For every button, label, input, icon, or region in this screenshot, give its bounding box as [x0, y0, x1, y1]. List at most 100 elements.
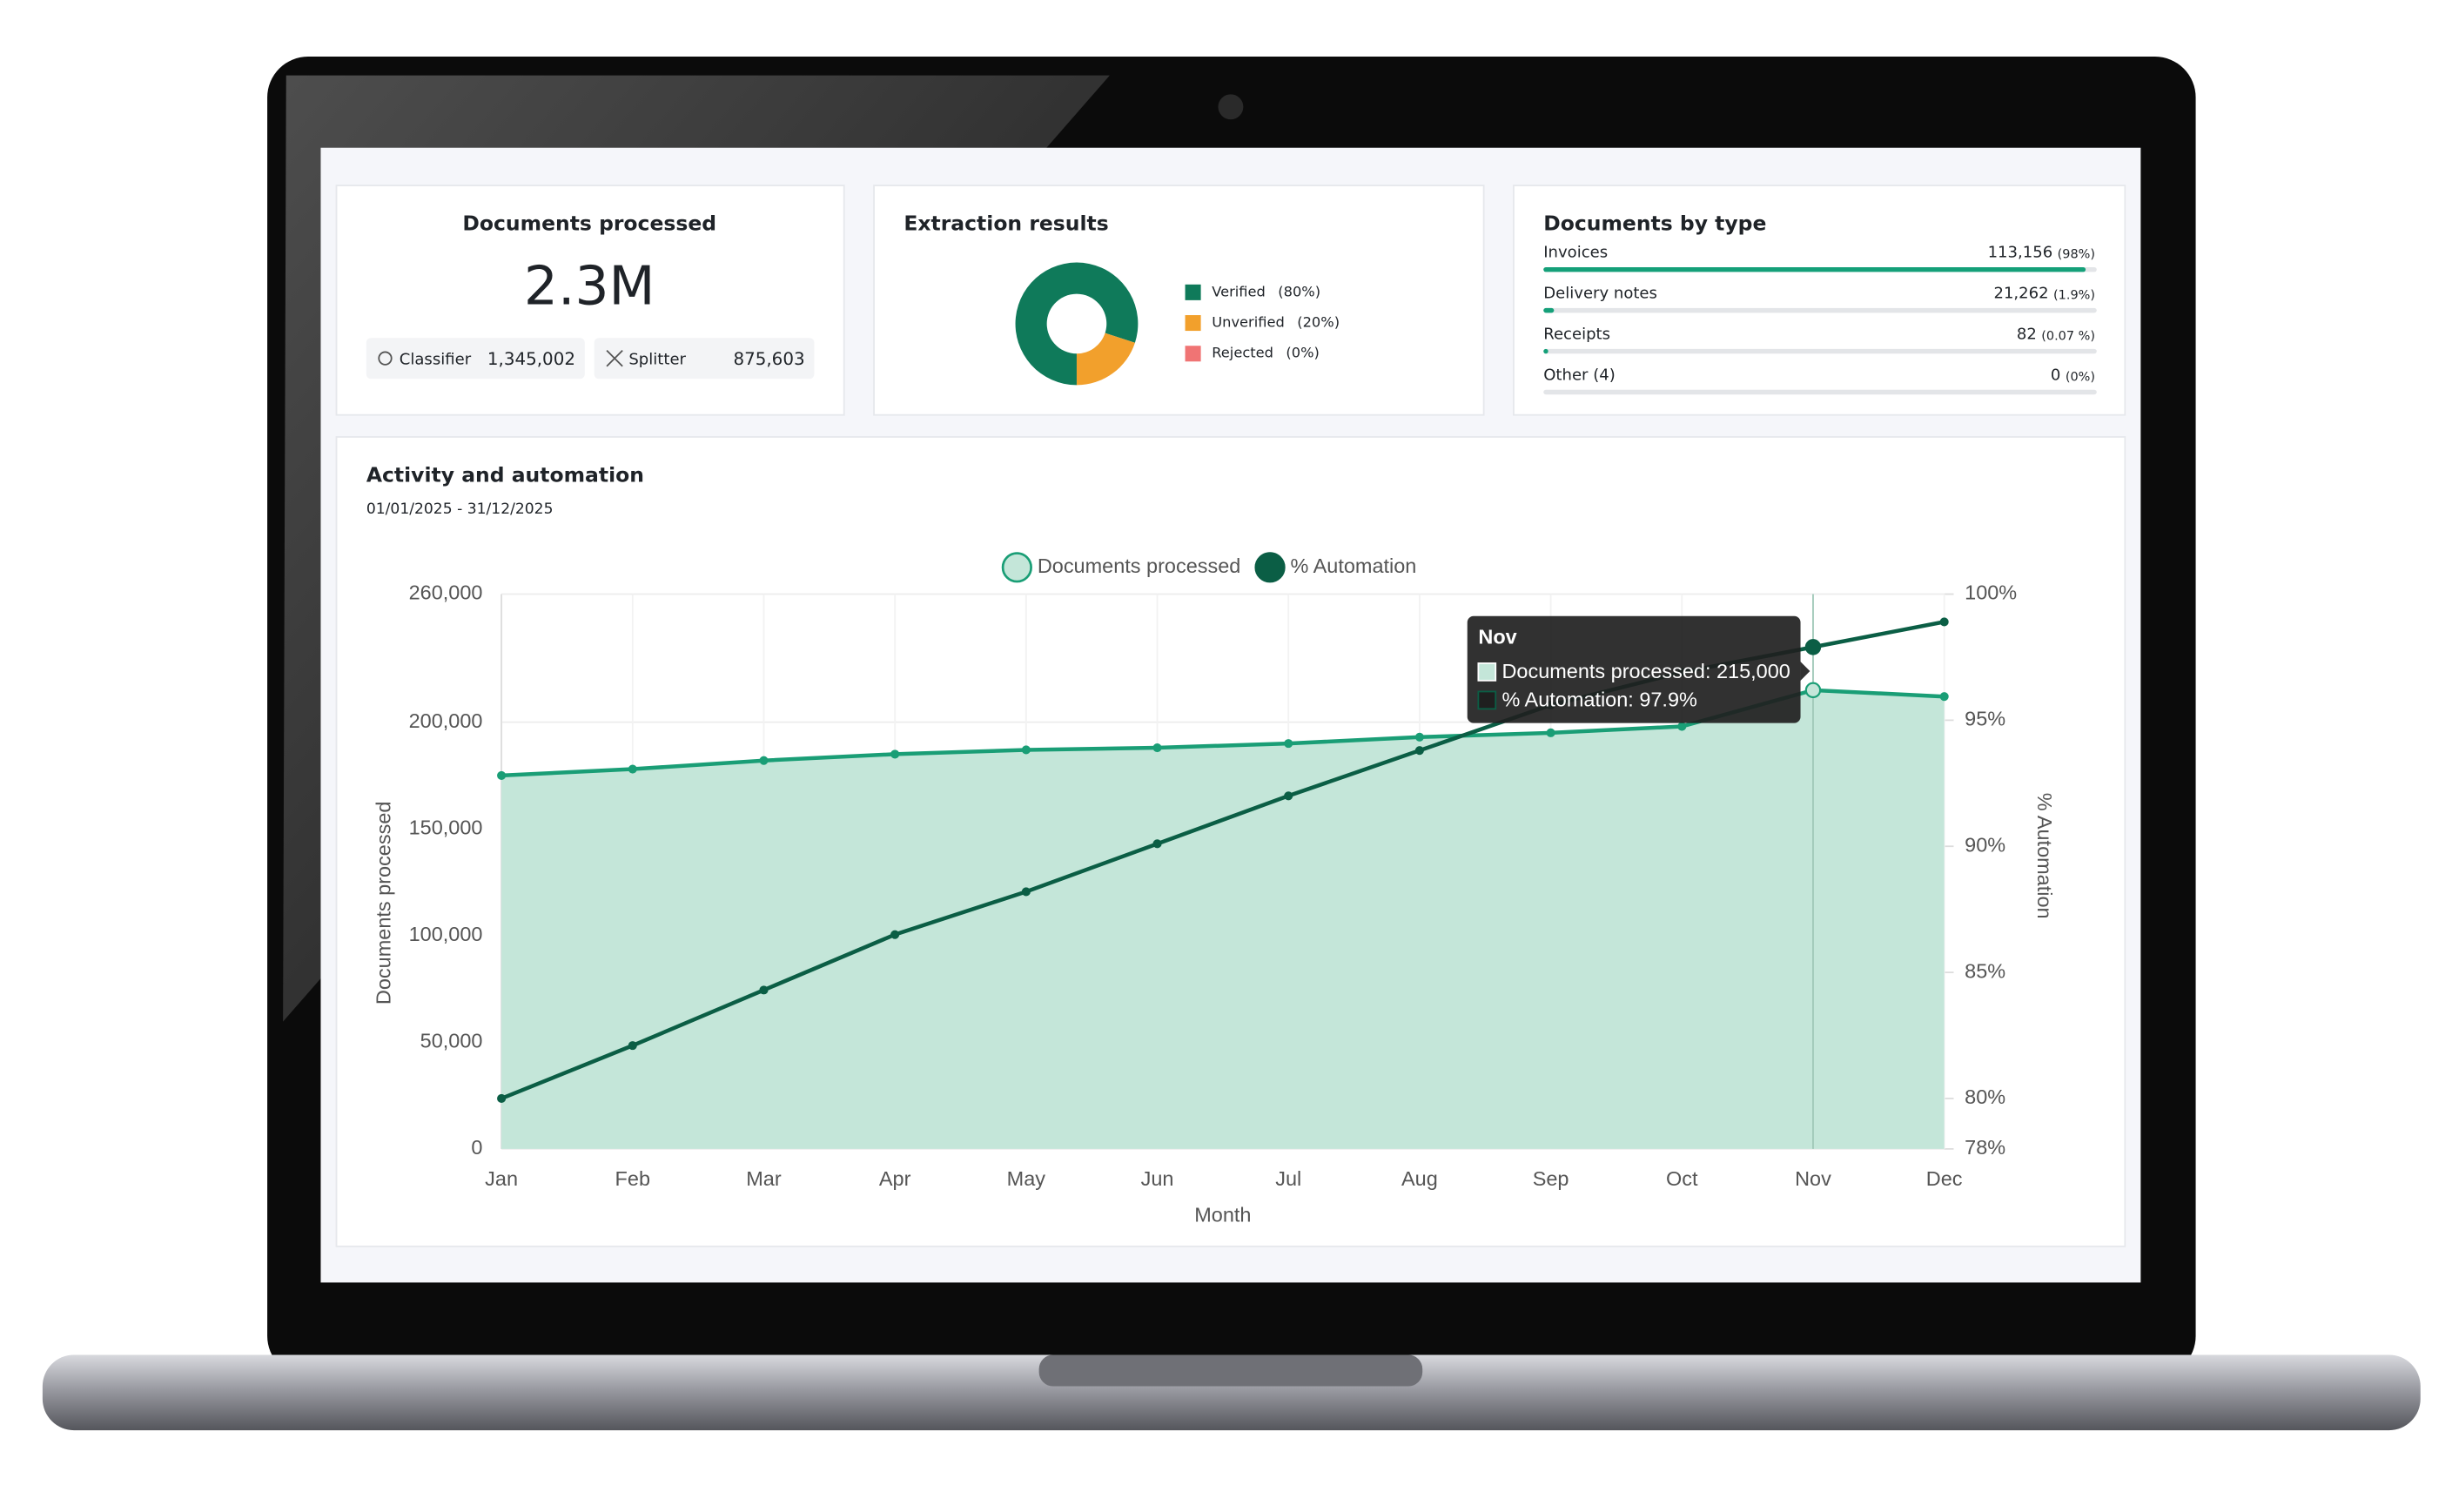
point: [1939, 692, 1949, 702]
area: [501, 689, 1945, 1149]
legend-value: (80%): [1278, 283, 1320, 299]
splitter-icon: [606, 350, 623, 367]
base-notch: [1038, 1354, 1423, 1387]
point: [1284, 739, 1293, 749]
y2-tick-label: 78%: [1965, 1136, 2005, 1159]
point: [1152, 839, 1162, 849]
point: [890, 930, 900, 939]
activity-chart: 0 50,000 100,000 150,000 200,000 260,000 78% 80…: [373, 552, 2056, 1226]
x-tick-label: Mar: [746, 1167, 782, 1190]
x-tick-label: Dec: [1926, 1167, 1963, 1190]
y2-tick-label: 85%: [1965, 959, 2005, 982]
card-title: Extraction results: [904, 212, 1108, 236]
y-tick-label: 100,000: [409, 923, 483, 945]
point: [1939, 617, 1949, 627]
tooltip-swatch: [1477, 690, 1497, 710]
camera: [1218, 94, 1244, 120]
y2-tick-label: 80%: [1965, 1085, 2005, 1108]
type-count: 82: [2017, 326, 2037, 344]
point: [497, 770, 507, 780]
type-count: 21,262: [1993, 285, 2048, 303]
x-tick-label: Sep: [1533, 1167, 1569, 1190]
legend-marker: [1001, 552, 1032, 583]
legend-label: Documents processed: [1038, 554, 1241, 577]
card: [1513, 185, 2126, 416]
type-share: (1.9%): [2053, 288, 2095, 302]
card-title: Documents processed: [462, 212, 716, 236]
tooltip-line: % Automation: 97.9%: [1501, 689, 1697, 711]
y-tick-label: 150,000: [409, 816, 483, 838]
legend-swatch: [1185, 284, 1201, 300]
x-tick-label: Feb: [615, 1167, 650, 1190]
point: [1414, 746, 1424, 756]
x-tick-label: Oct: [1666, 1167, 1698, 1190]
type-label: Receipts: [1543, 326, 1610, 344]
card: [873, 185, 1485, 416]
type-list: Invoices (98%) 113,156 Delivery notes (1.9%)…: [1543, 244, 2097, 395]
tooltip-arrow: [1800, 662, 1810, 681]
x-tick-label: May: [1007, 1167, 1046, 1190]
type-label: Delivery notes: [1543, 285, 1657, 303]
chart-subtitle: 01/01/2025 - 31/12/2025: [366, 501, 554, 518]
x-tick-label: Apr: [879, 1167, 911, 1190]
x-tick-label: Nov: [1795, 1167, 1831, 1190]
legend-label: Unverified: [1212, 314, 1285, 331]
y-tick-label: 0: [471, 1136, 482, 1159]
point: [628, 764, 637, 774]
pill-label: Classifier: [400, 350, 472, 368]
y2-tick-label: 95%: [1965, 708, 2005, 730]
share-bar: [1543, 348, 1548, 354]
type-share: (0%): [2066, 370, 2095, 384]
x-tick-label: Jul: [1275, 1167, 1301, 1190]
x-axis-label: Month: [1194, 1204, 1251, 1226]
tooltip-title: Nov: [1478, 625, 1516, 648]
legend-label: Verified: [1212, 283, 1266, 299]
tooltip-line: Documents processed: 215,000: [1501, 660, 1790, 682]
track: [1543, 348, 2097, 354]
classifier-icon: [378, 351, 393, 366]
y-tick-label: 200,000: [409, 709, 483, 732]
share-bar: [1543, 266, 2086, 272]
point: [1804, 639, 1822, 655]
point: [628, 1041, 637, 1051]
donut-chart: Verified (80%) Unverified (20%) Rejected (0%): [1015, 262, 1340, 386]
point: [1677, 722, 1687, 731]
pill: [594, 338, 815, 380]
x-tick-label: Jun: [1141, 1167, 1174, 1190]
point: [1546, 728, 1555, 737]
laptop-base: [42, 1354, 2421, 1431]
legend-marker: [1254, 552, 1286, 583]
x-tick-label: Aug: [1401, 1167, 1438, 1190]
donut-slice: [1015, 262, 1139, 386]
point: [1804, 682, 1822, 699]
legend-label: % Automation: [1291, 554, 1417, 577]
type-count: 113,156: [1988, 244, 2053, 262]
point: [497, 1093, 507, 1104]
point: [759, 756, 769, 765]
y2-axis-label: % Automation: [2033, 793, 2056, 919]
point: [1284, 791, 1293, 801]
y-tick-label: 260,000: [409, 581, 483, 604]
pill-label: Splitter: [628, 350, 686, 368]
track: [1543, 389, 2097, 395]
y-tick-label: 50,000: [420, 1030, 483, 1052]
legend-value: (20%): [1297, 314, 1340, 331]
pill-value: 875,603: [733, 349, 804, 369]
legend-swatch: [1185, 315, 1201, 332]
point: [1152, 743, 1162, 753]
legend-swatch: [1185, 346, 1201, 362]
type-share: (98%): [2058, 248, 2095, 262]
point: [890, 749, 900, 759]
x-tick-label: Jan: [485, 1167, 518, 1190]
point: [759, 985, 769, 995]
point: [1021, 887, 1031, 897]
y2-tick-label: 90%: [1965, 833, 2005, 856]
type-share: (0.07 %): [2041, 329, 2095, 343]
y-axis-label: Documents processed: [373, 802, 395, 1005]
legend-label: Rejected: [1212, 345, 1273, 361]
chart-title: Activity and automation: [366, 463, 644, 487]
legend-value: (0%): [1286, 345, 1319, 361]
card-title: Documents by type: [1543, 212, 1766, 236]
total: 2.3M: [524, 255, 655, 317]
